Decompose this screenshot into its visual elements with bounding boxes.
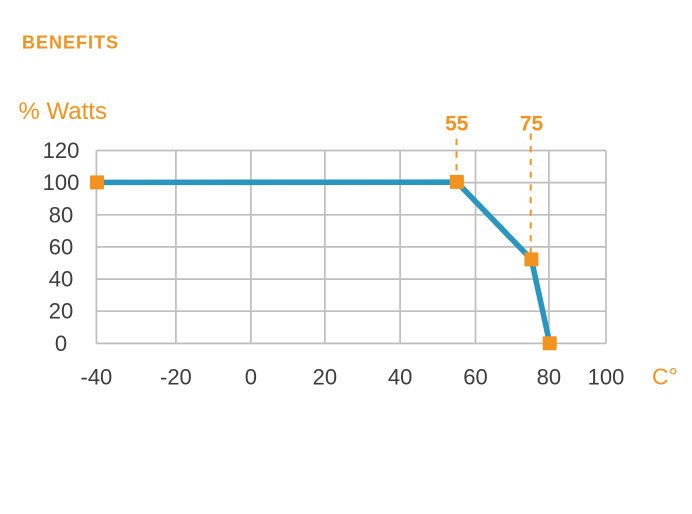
svg-text:-20: -20 (160, 365, 192, 390)
svg-text:BENEFITS: BENEFITS (22, 33, 119, 53)
svg-text:40: 40 (388, 365, 412, 390)
svg-text:60: 60 (49, 234, 73, 259)
svg-text:C°: C° (652, 364, 678, 390)
svg-text:0: 0 (55, 331, 67, 356)
svg-text:100: 100 (588, 365, 625, 390)
svg-text:55: 55 (445, 113, 469, 136)
svg-text:-40: -40 (81, 365, 113, 390)
svg-text:100: 100 (43, 170, 80, 195)
svg-text:60: 60 (463, 365, 487, 390)
svg-text:% Watts: % Watts (19, 98, 107, 125)
svg-text:20: 20 (49, 299, 73, 324)
svg-text:80: 80 (49, 202, 73, 227)
svg-text:20: 20 (313, 365, 337, 390)
svg-text:120: 120 (43, 138, 80, 163)
svg-text:75: 75 (520, 113, 544, 136)
svg-text:80: 80 (537, 365, 561, 390)
svg-text:0: 0 (245, 365, 257, 390)
svg-text:40: 40 (49, 267, 73, 292)
